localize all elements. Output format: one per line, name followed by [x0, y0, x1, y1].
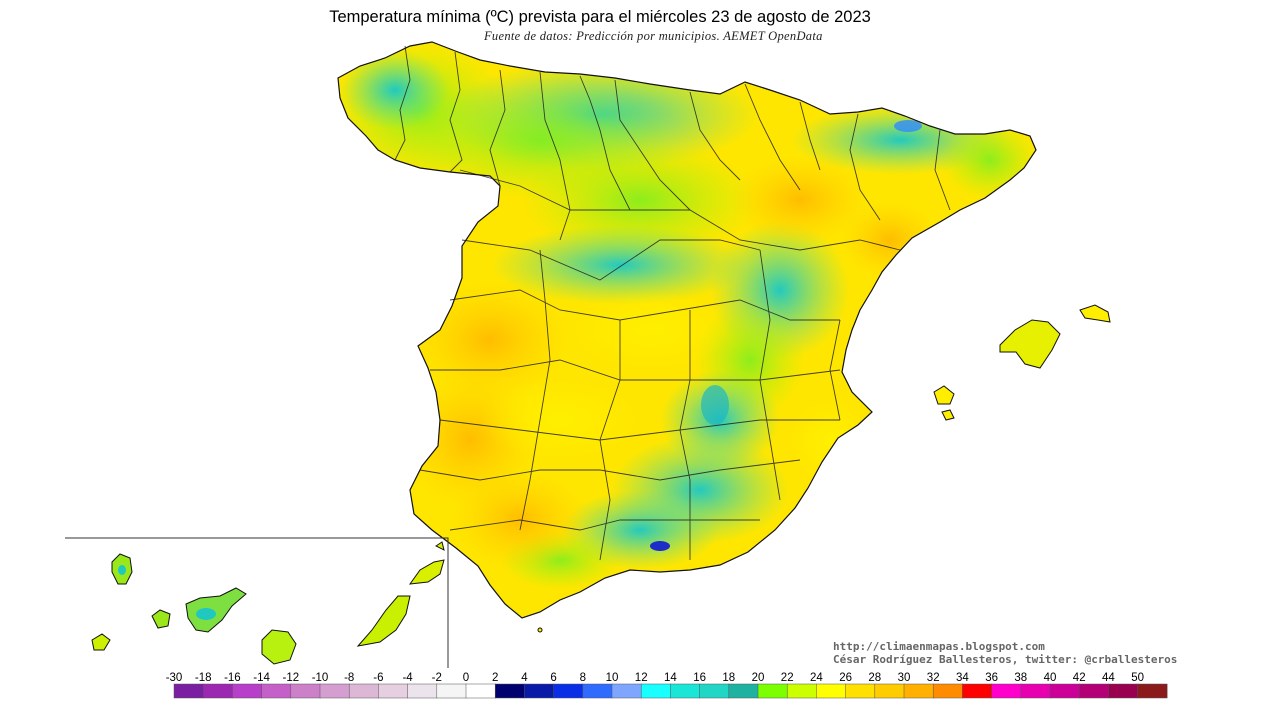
- legend-color-cell: [202, 683, 234, 699]
- legend-tick-label: 20: [752, 672, 765, 684]
- legend-color-cell: [494, 683, 526, 699]
- legend-color-cell: [670, 683, 701, 699]
- legend-tick-label: 4: [521, 672, 528, 684]
- legend-color-cell: [436, 683, 467, 699]
- legend-tick-label: 50: [1131, 672, 1144, 684]
- legend-color-cell: [874, 683, 905, 699]
- legend-color-cell: [816, 683, 847, 699]
- legend-tick-label: 42: [1073, 672, 1086, 684]
- legend-color-cell: [786, 683, 818, 699]
- legend-color-cell: [962, 683, 993, 699]
- legend-tick-label: 28: [868, 672, 881, 684]
- legend-tick-label: 34: [956, 672, 969, 684]
- legend-tick-label: 8: [580, 672, 586, 684]
- legend-color-cell: [845, 683, 876, 699]
- legend-color-cell: [232, 683, 263, 699]
- legend-tick-label: 38: [1014, 672, 1027, 684]
- legend-color-cell: [903, 683, 934, 699]
- legend-tick-label: 44: [1102, 672, 1115, 684]
- legend-color-cell: [699, 683, 730, 699]
- legend-color-cell: [991, 683, 1022, 699]
- legend-tick-label: -14: [253, 672, 270, 684]
- legend-tick-label: 26: [839, 672, 852, 684]
- legend-color-cell: [1078, 683, 1110, 699]
- map-subtitle: Fuente de datos: Predicción por municipi…: [484, 29, 823, 43]
- legend-tick-label: -18: [195, 672, 212, 684]
- map-title: Temperatura mínima (ºC) prevista para el…: [329, 8, 871, 26]
- legend-color-cell: [582, 683, 613, 699]
- legend-tick-label: 40: [1044, 672, 1057, 684]
- legend-color-cell: [1137, 683, 1168, 699]
- legend-color-cell: [319, 683, 350, 699]
- canary-islands: [91, 541, 445, 665]
- legend-tick-label: 32: [927, 672, 940, 684]
- legend-color-cell: [524, 683, 555, 699]
- legend-tick-label: -16: [224, 672, 241, 684]
- legend-color-cell: [261, 683, 292, 699]
- legend-tick-label: -30: [166, 672, 183, 684]
- legend-tick-label: -10: [312, 672, 329, 684]
- legend-color-cell: [932, 683, 964, 699]
- legend-tick-label: 24: [810, 672, 823, 684]
- legend-tick-label: -6: [373, 672, 383, 684]
- legend-tick-label: -2: [432, 672, 442, 684]
- legend-tick-label: -4: [402, 672, 413, 684]
- canary-inset-frame: [65, 537, 449, 668]
- legend-tick-label: 18: [722, 672, 735, 684]
- legend-color-cell: [1020, 683, 1051, 699]
- legend-color-cell: [465, 683, 496, 699]
- legend-color-cell: [640, 683, 672, 699]
- legend-tick-label: 6: [550, 672, 556, 684]
- legend-tick-label: -12: [282, 672, 299, 684]
- legend-tick-label: 22: [781, 672, 794, 684]
- balearic-islands: [537, 304, 1111, 633]
- legend-color-cell: [1108, 683, 1139, 699]
- legend-tick-label: 10: [606, 672, 619, 684]
- legend-color-cell: [757, 683, 788, 699]
- credits-author: César Rodríguez Ballesteros, twitter: @c…: [833, 653, 1178, 666]
- legend-color-cell: [290, 683, 321, 699]
- legend-tick-label: 14: [664, 672, 677, 684]
- credits-url: http://climaenmapas.blogspot.com: [833, 640, 1045, 653]
- legend-color-cell: [611, 683, 642, 699]
- credits: http://climaenmapas.blogspot.com César R…: [833, 640, 1177, 666]
- legend-color-cell: [728, 683, 759, 699]
- legend-color-cell: [378, 683, 409, 699]
- legend-color-cell: [173, 683, 204, 699]
- legend-tick-label: 2: [492, 672, 498, 684]
- legend-tick-label: -8: [344, 672, 354, 684]
- legend-tick-label: 36: [985, 672, 998, 684]
- legend-tick-label: 16: [693, 672, 706, 684]
- legend-color-cell: [1049, 683, 1080, 699]
- legend-color-cell: [348, 683, 380, 699]
- legend-color-cell: [553, 683, 584, 699]
- legend-tick-label: 30: [898, 672, 911, 684]
- legend-tick-label: 0: [463, 672, 469, 684]
- legend-tick-label: 12: [635, 672, 648, 684]
- legend-color-cell: [407, 683, 438, 699]
